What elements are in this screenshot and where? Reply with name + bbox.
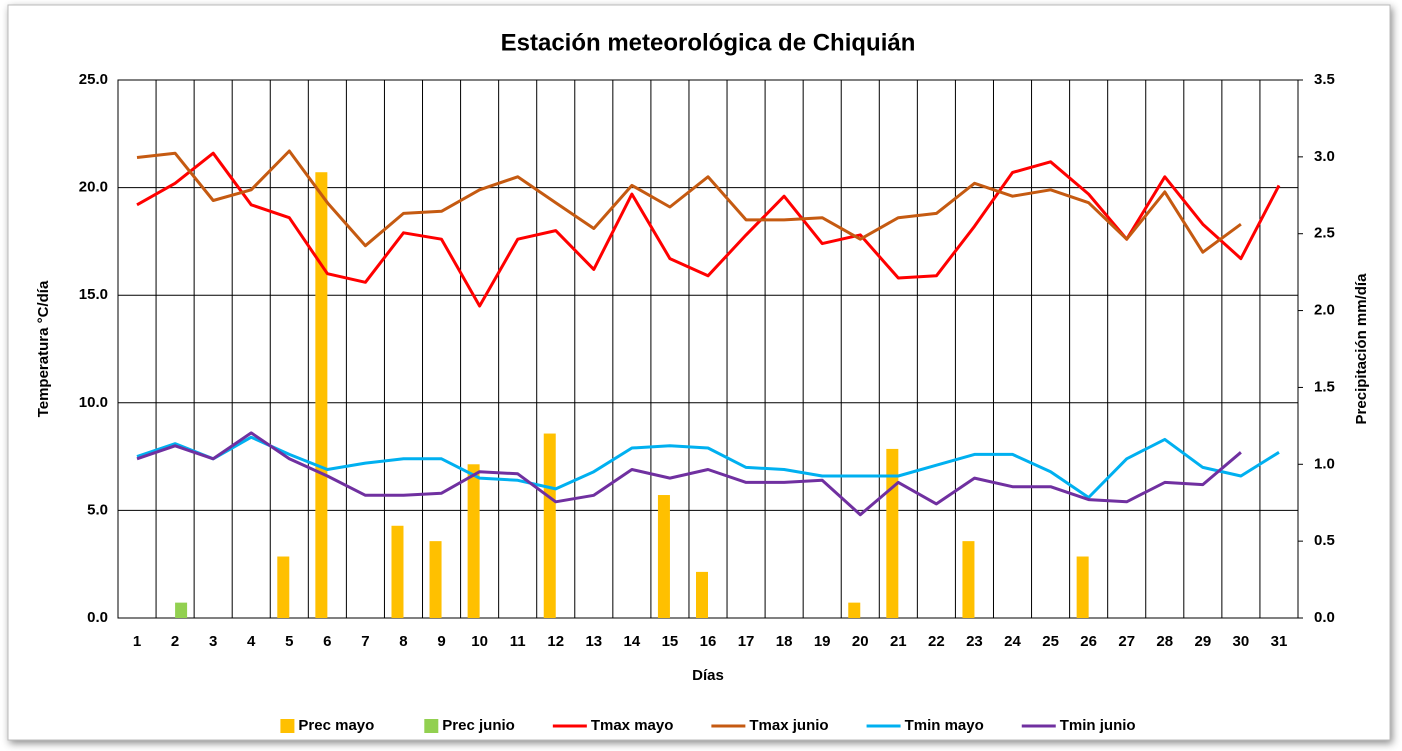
chart-frame [7,4,1391,741]
y2-tick-label: 2.0 [1314,302,1335,319]
x-tick-label: 4 [247,633,256,650]
x-tick-label: 31 [1271,633,1288,650]
bar [429,541,442,618]
bar [175,602,188,618]
y2-tick-label: 0.0 [1314,609,1335,626]
bar [962,541,975,618]
x-tick-label: 1 [133,633,141,650]
y2-axis-label: Precipitación mm/día [1353,273,1370,425]
bar [391,525,404,618]
x-tick-label: 5 [285,633,293,650]
x-tick-label: 7 [361,633,369,650]
x-tick-label: 17 [738,633,755,650]
x-tick-label: 20 [852,633,869,650]
line [136,151,1281,308]
legend-label: Tmax junio [749,717,828,734]
x-tick-label: 23 [966,633,983,650]
legend-label: Tmin mayo [905,717,984,734]
x-tick-label: 8 [399,633,407,650]
x-tick-label: 18 [776,633,793,650]
legend-label: Prec mayo [298,717,374,734]
x-axis-label: Días [692,667,724,684]
line [136,431,1242,517]
x-tick-label: 15 [662,633,679,650]
y-tick-label: 0.0 [87,609,108,626]
x-tick-label: 29 [1194,633,1211,650]
bar [696,571,708,618]
legend-swatch [424,719,439,733]
y-tick-label: 15.0 [79,286,108,303]
line [136,149,1242,254]
bar [277,556,290,618]
x-tick-label: 9 [437,633,445,650]
x-tick-label: 14 [624,633,641,650]
y-tick-label: 25.0 [79,71,108,88]
x-tick-label: 16 [700,633,717,650]
y2-tick-label: 1.5 [1314,378,1335,395]
x-tick-label: 13 [585,633,602,650]
x-tick-label: 21 [890,633,907,650]
y2-tick-label: 2.5 [1314,225,1335,242]
x-tick-label: 30 [1233,633,1250,650]
y2-tick-label: 3.0 [1314,148,1335,165]
bar [315,172,328,618]
y-tick-label: 10.0 [79,394,108,411]
legend-label: Tmin junio [1060,717,1136,734]
legend-label: Prec junio [442,717,515,734]
x-tick-label: 27 [1118,633,1135,650]
chart-title: Estación meteorológica de Chiquián [501,29,916,56]
x-tick-label: 6 [323,633,331,650]
bar [1076,556,1089,618]
bar [886,448,899,618]
x-tick-label: 28 [1156,633,1173,650]
x-tick-label: 11 [510,633,526,650]
x-tick-label: 3 [209,633,217,650]
y-tick-label: 5.0 [87,501,108,518]
x-tick-label: 26 [1080,633,1097,650]
x-tick-label: 22 [928,633,945,650]
x-tick-label: 2 [171,633,179,650]
bar [657,495,670,618]
x-tick-label: 12 [547,633,564,650]
x-tick-label: 19 [814,633,831,650]
y-tick-label: 20.0 [79,179,108,196]
x-tick-label: 25 [1042,633,1059,650]
y-axis-label: Temperatura °C/día [35,280,52,417]
y2-tick-label: 1.0 [1314,455,1335,472]
legend-swatch [280,719,295,733]
x-tick-label: 10 [471,633,488,650]
y2-tick-label: 0.5 [1314,532,1335,549]
legend-label: Tmax mayo [591,717,674,734]
line [136,435,1280,499]
bar [467,464,480,618]
bar [848,602,861,618]
legend: Prec mayo Prec junio Tmax mayo Tmax junio Tm… [280,717,1136,734]
x-tick-label: 24 [1004,633,1021,650]
y2-tick-label: 3.5 [1314,71,1335,88]
bar [543,433,556,618]
